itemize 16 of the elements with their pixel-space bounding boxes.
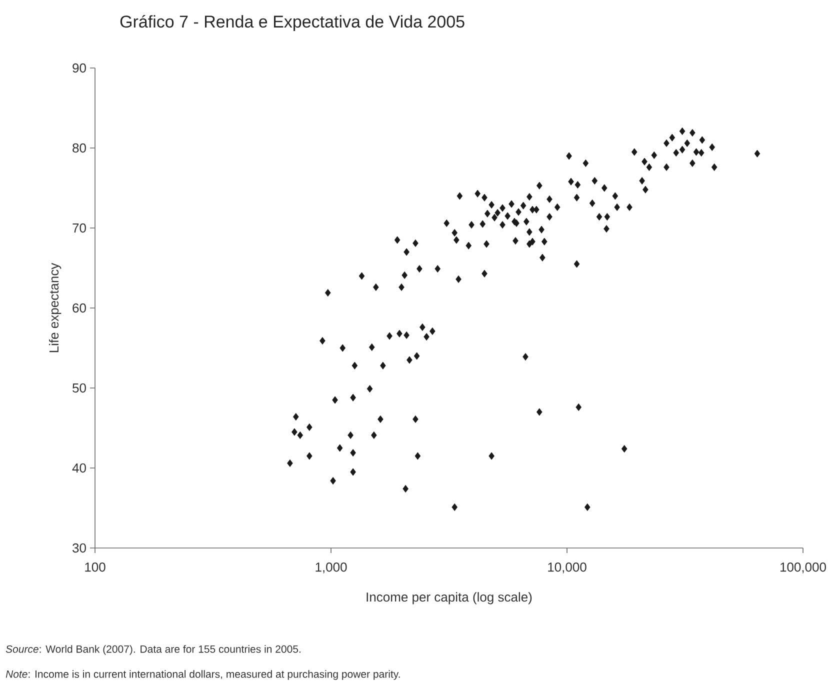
y-tick-label: 30 xyxy=(72,543,86,553)
x-axis-title: Income per capita (log scale) xyxy=(366,592,532,604)
x-tick-label: 1,000 xyxy=(316,562,347,574)
y-tick-label: 70 xyxy=(72,223,86,233)
x-tick-label: 10,000 xyxy=(548,562,586,574)
x-tick-label: 100 xyxy=(85,562,106,572)
text: Source: World Bank (2007). Data are for 155 countries in 2005. xyxy=(6,645,300,655)
x-tick-label: 100,000 xyxy=(780,562,826,574)
y-tick-label: 50 xyxy=(72,383,86,393)
y-tick-label: 90 xyxy=(72,63,86,73)
y-tick-label: 40 xyxy=(72,463,86,473)
y-axis-title: Life expectancy xyxy=(49,262,62,352)
chart-title: Gráfico 7 - Renda e Expectativa de Vida 2005 xyxy=(120,14,464,32)
y-tick-label: 80 xyxy=(72,143,86,153)
y-tick-label: 60 xyxy=(72,303,86,313)
text: Note: Income is in current international dollars, measured at purchasing power parity. xyxy=(6,670,400,680)
